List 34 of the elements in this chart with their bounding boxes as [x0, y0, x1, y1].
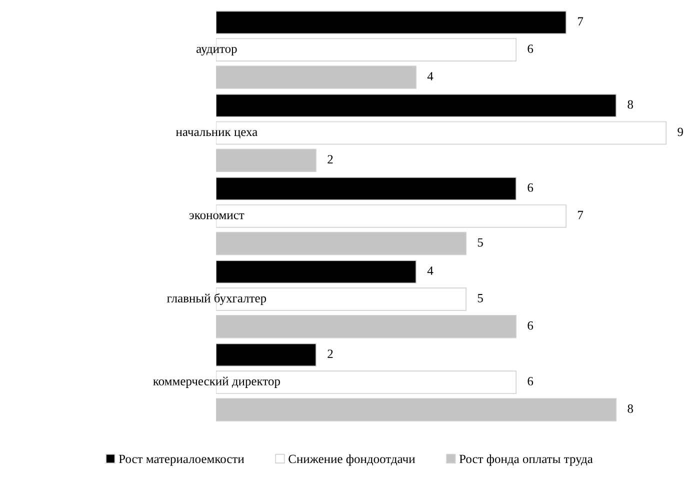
bar: [216, 66, 416, 89]
legend-label: Рост фонда оплаты труда: [459, 454, 593, 466]
data-label: 5: [478, 238, 483, 247]
bar: [216, 10, 567, 34]
bar: [216, 398, 617, 422]
data-label: 6: [528, 377, 534, 386]
bar: [216, 288, 466, 311]
data-label: 4: [427, 266, 434, 275]
data-label: 8: [628, 404, 634, 413]
bar: [216, 232, 466, 256]
legend-label: Рост материалоемкости: [118, 454, 244, 466]
bar: [216, 94, 617, 118]
legend-label: Снижение фондоотдачи: [288, 454, 416, 466]
data-label: 7: [578, 17, 584, 26]
data-label: 8: [628, 100, 634, 109]
y-tick-label: начальник цеха: [176, 130, 258, 138]
y-tick-label: коммерческий директор: [153, 376, 280, 388]
bar: [216, 148, 316, 172]
data-label: 6: [528, 183, 534, 192]
data-label: 9: [678, 128, 683, 136]
data-label: 6: [528, 321, 534, 330]
y-tick-label: главный бухгалтер: [167, 293, 266, 306]
data-label: 2: [328, 155, 333, 164]
bar: [216, 343, 316, 367]
y-tick-label: аудитор: [196, 46, 237, 56]
y-tick-label: экономист: [189, 213, 244, 220]
data-label: 6: [528, 44, 534, 53]
data-label: 4: [427, 72, 434, 80]
bar: [216, 177, 517, 200]
data-label: 7: [578, 210, 584, 220]
bar: [216, 314, 517, 338]
data-label: 2: [328, 350, 333, 358]
bar: [216, 260, 416, 284]
data-label: 5: [478, 294, 483, 302]
